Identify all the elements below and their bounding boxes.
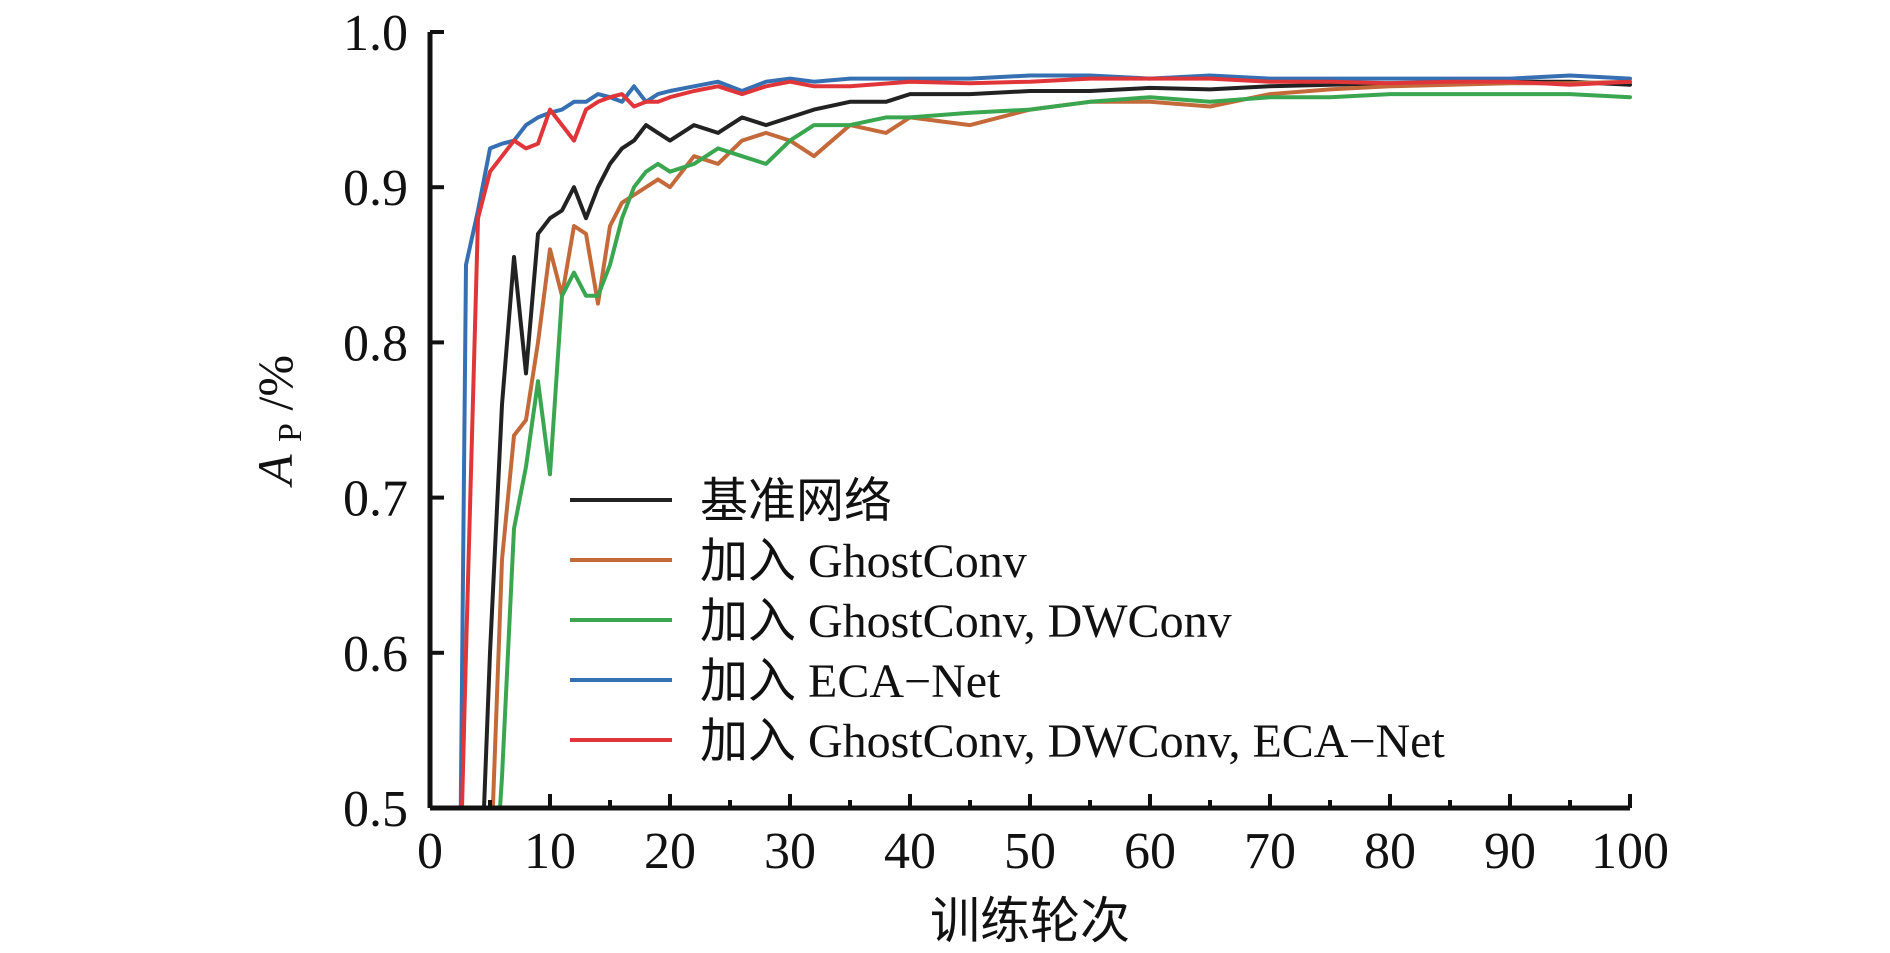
y-axis-title-unit: /% [247,355,303,411]
y-axis-ticks: 0.5 0.6 0.7 0.8 0.9 1.0 [343,5,444,838]
legend-label: 加入 GhostConv, DWConv, ECA−Net [700,715,1445,768]
y-tick-label: 0.6 [343,626,408,683]
x-tick-label: 90 [1484,823,1536,880]
x-axis-ticks: 0 10 20 30 40 50 60 70 80 90 100 [417,794,1669,880]
series-line-4 [458,73,1632,808]
y-tick-label: 0.9 [343,160,408,217]
x-tick-label: 30 [764,823,816,880]
y-tick-label: 1.0 [343,5,408,62]
legend-label: 基准网络 [700,475,892,528]
x-tick-label: 100 [1591,823,1669,880]
series-layer [458,73,1632,808]
series-line-5 [459,76,1632,808]
y-axis-title-text: A P /% [247,355,309,488]
x-axis-title: 训练轮次 [930,893,1130,949]
series-line-1 [481,79,1632,808]
series-line-3 [497,92,1632,808]
x-tick-label: 70 [1244,823,1296,880]
legend-label: 加入 ECA−Net [700,655,1001,708]
x-tick-label: 60 [1124,823,1176,880]
y-tick-label: 0.7 [343,471,408,528]
y-axis-title: A P /% [247,355,309,488]
x-tick-label: 10 [524,823,576,880]
y-tick-label: 0.8 [343,315,408,372]
y-tick-label: 0.5 [343,781,408,838]
plot-area: 0 10 20 30 40 50 60 70 80 90 100 0.5 0.6 0.7 0.8 0.9 1.… [343,5,1669,880]
x-tick-label: 80 [1364,823,1416,880]
y-axis-title-main: A [247,454,303,488]
legend-label: 加入 GhostConv, DWConv [700,595,1232,648]
x-tick-label: 40 [884,823,936,880]
legend-label: 加入 GhostConv [700,535,1027,588]
x-tick-label: 0 [417,823,443,880]
x-tick-label: 20 [644,823,696,880]
y-axis-title-subscript: P [272,423,309,442]
x-tick-label: 50 [1004,823,1056,880]
